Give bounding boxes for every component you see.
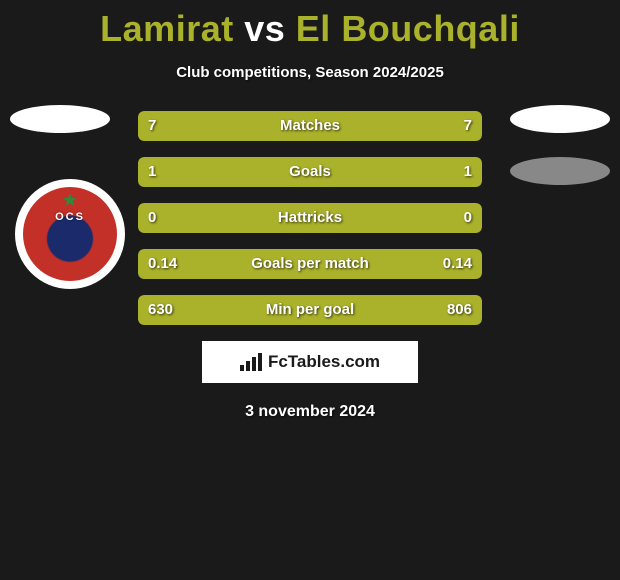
stat-row: 630806Min per goal	[138, 295, 482, 325]
player2-placeholder-icon	[510, 105, 610, 133]
stat-row: 0.140.14Goals per match	[138, 249, 482, 279]
player2-name: El Bouchqali	[296, 8, 520, 49]
stat-row: 11Goals	[138, 157, 482, 187]
stat-row: 00Hattricks	[138, 203, 482, 233]
player1-club-badge: ★ OCS	[15, 179, 125, 289]
club-badge-inner: ★ OCS	[23, 187, 117, 281]
subtitle: Club competitions, Season 2024/2025	[0, 64, 620, 81]
stat-value-right: 1	[454, 157, 482, 187]
player2-club-placeholder-icon	[510, 157, 610, 185]
player1-name: Lamirat	[100, 8, 234, 49]
bars-icon	[240, 353, 262, 371]
player1-placeholder-icon	[10, 105, 110, 133]
stat-value-right: 7	[454, 111, 482, 141]
brand-text: FcTables.com	[268, 352, 380, 372]
stat-value-left: 1	[138, 157, 166, 187]
stat-value-left: 0.14	[138, 249, 187, 279]
stat-value-right: 0	[454, 203, 482, 233]
comparison-title: Lamirat vs El Bouchqali	[0, 0, 620, 50]
stat-value-right: 806	[437, 295, 482, 325]
stats-section: ★ OCS 77Matches11Goals00Hattricks0.140.1…	[0, 111, 620, 421]
brand-box: FcTables.com	[202, 341, 418, 383]
stat-value-right: 0.14	[433, 249, 482, 279]
star-icon: ★	[62, 191, 78, 209]
stat-row: 77Matches	[138, 111, 482, 141]
stat-bars-container: 77Matches11Goals00Hattricks0.140.14Goals…	[138, 111, 482, 325]
club-badge-text: OCS	[55, 211, 85, 223]
stat-value-left: 7	[138, 111, 166, 141]
date-label: 3 november 2024	[0, 403, 620, 421]
vs-separator: vs	[244, 8, 285, 49]
stat-value-left: 0	[138, 203, 166, 233]
stat-value-left: 630	[138, 295, 183, 325]
